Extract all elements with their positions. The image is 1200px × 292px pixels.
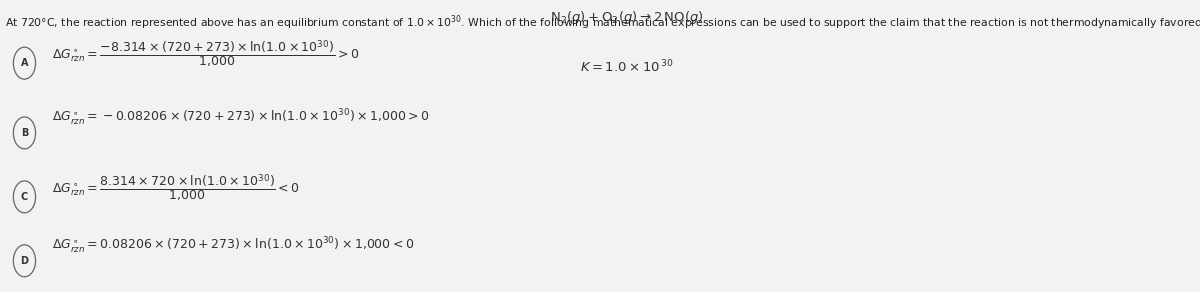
Text: C: C — [20, 192, 28, 202]
Text: D: D — [20, 256, 29, 266]
Text: $\Delta G^\circ_{rzn} = \dfrac{-8.314 \times (720 + 273) \times \ln(1.0\times10^: $\Delta G^\circ_{rzn} = \dfrac{-8.314 \t… — [53, 39, 360, 70]
Text: $\Delta G^\circ_{rzn} = \dfrac{8.314 \times 720 \times \ln(1.0\times10^{30})}{1{: $\Delta G^\circ_{rzn} = \dfrac{8.314 \ti… — [53, 172, 300, 204]
Text: $\Delta G^\circ_{rzn} = -0.08206 \times (720 + 273) \times \ln(1.0 \times 10^{30: $\Delta G^\circ_{rzn} = -0.08206 \times … — [53, 108, 430, 128]
Text: $K = 1.0 \times 10^{\,30}$: $K = 1.0 \times 10^{\,30}$ — [580, 59, 673, 75]
Text: At 720°C, the reaction represented above has an equilibrium constant of $1.0 \ti: At 720°C, the reaction represented above… — [5, 14, 1200, 32]
Text: $\mathrm{N_2}(g) + \mathrm{O_2}(g) \rightarrow 2\,\mathrm{NO}(g)$: $\mathrm{N_2}(g) + \mathrm{O_2}(g) \righ… — [550, 9, 703, 26]
Text: A: A — [20, 58, 29, 68]
Text: B: B — [20, 128, 28, 138]
Text: $\Delta G^\circ_{rzn} = 0.08206 \times (720 + 273) \times \ln(1.0 \times 10^{30}: $\Delta G^\circ_{rzn} = 0.08206 \times (… — [53, 236, 414, 256]
